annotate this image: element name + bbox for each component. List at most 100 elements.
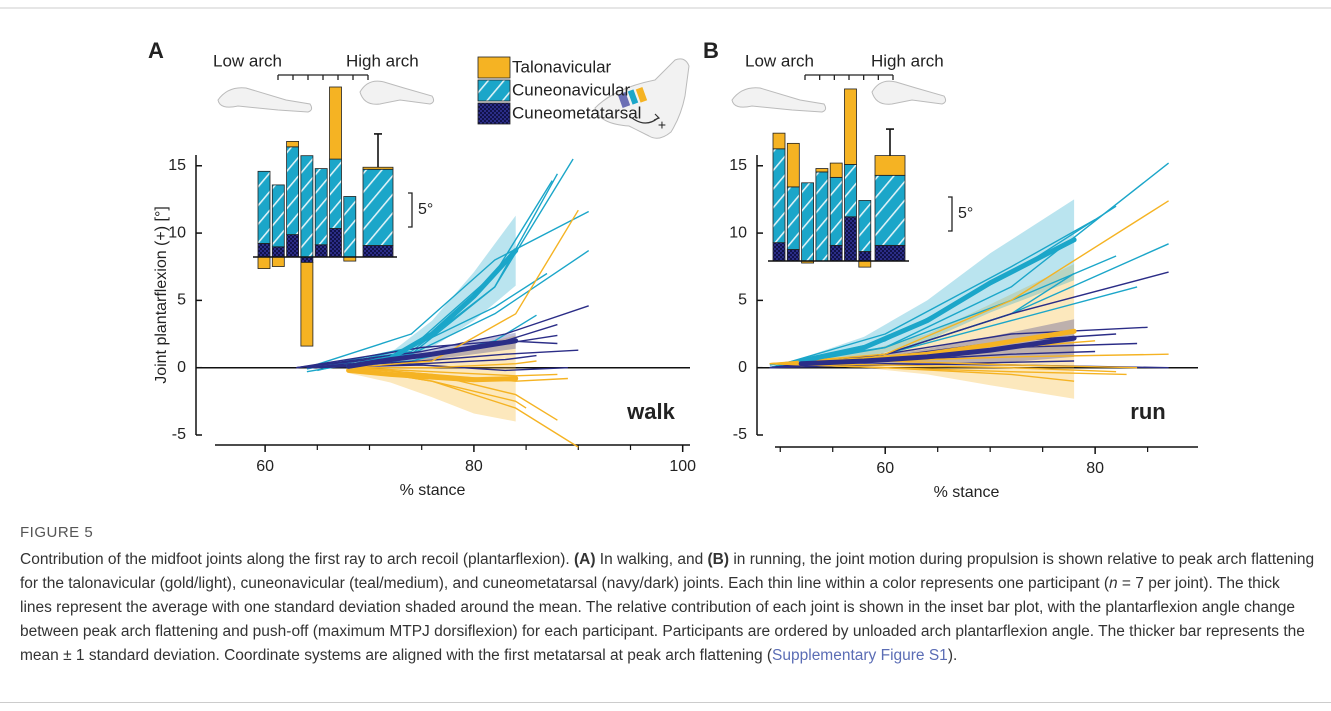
condition-label: run (1130, 399, 1165, 424)
y-tick-label: -5 (733, 426, 747, 443)
panel-letter: A (148, 38, 164, 63)
participant-line (348, 360, 537, 369)
inset-bar (786, 186, 800, 250)
y-axis-label: Joint plantarflexion (+) [°] (153, 206, 170, 384)
caption-text: in running, the joint motion during prop… (20, 551, 1315, 592)
mean-line (798, 335, 1077, 367)
inset-bar (300, 256, 314, 263)
skeleton-highlight (617, 87, 661, 124)
legend-label: Cuneometatarsal (512, 103, 641, 122)
scale-bracket (408, 192, 413, 228)
caption-text: In walking, and (595, 551, 708, 568)
scale-bracket (948, 196, 953, 232)
x-tick-label: 80 (1086, 460, 1104, 477)
inset-bar (362, 166, 394, 170)
foot-icons (217, 58, 947, 139)
inset-bar (271, 184, 285, 248)
figure-label: FIGURE 5 (20, 524, 94, 541)
inset-bar (874, 155, 906, 176)
inset-bar (844, 164, 857, 218)
icon-sign: + (658, 117, 666, 133)
inset-bar (874, 244, 906, 262)
y-tick-label: 10 (729, 224, 747, 241)
inset-bar (829, 176, 843, 246)
inset-bar (300, 155, 314, 258)
bottom-rule (0, 702, 1331, 703)
inset-bar (362, 245, 394, 258)
caption-panel-ref: (B) (707, 551, 730, 568)
caption-link[interactable]: Supplementary Figure S1 (772, 647, 948, 664)
inset-bar (271, 256, 285, 267)
inset-bar (844, 88, 857, 165)
mean-line (798, 237, 1077, 364)
y-tick-label: 15 (168, 157, 186, 174)
participant-line (348, 367, 558, 377)
inset-bar (829, 162, 843, 178)
inset-bar (257, 242, 271, 258)
inset-bar (844, 216, 857, 262)
inset-bar (772, 132, 786, 150)
participant-line (306, 210, 590, 369)
caption-text: ). (947, 647, 958, 664)
inset-bar (343, 196, 357, 258)
high-arch-label: High arch (346, 51, 419, 70)
scale-label: 5° (418, 201, 433, 218)
y-tick-label: 0 (738, 359, 747, 376)
condition-label: walk (626, 399, 675, 424)
inset-bar (815, 168, 829, 173)
y-tick-label: 5 (738, 292, 747, 309)
legend-label: Talonavicular (512, 57, 612, 76)
y-tick-label: 10 (168, 224, 186, 241)
mean-line (346, 367, 519, 383)
legend-swatch (477, 56, 511, 79)
sd-band (801, 319, 1075, 365)
inset-bar (257, 256, 271, 269)
inset-bar (815, 171, 829, 262)
inset-bar (786, 249, 800, 262)
low-arch-label: Low arch (213, 51, 282, 70)
inset-bar (858, 251, 872, 262)
inset-bar (329, 86, 342, 160)
caption-italic: n (1109, 575, 1118, 592)
x-tick-label: 60 (256, 458, 274, 475)
caption-text: = 7 per joint). The thick lines represen… (20, 575, 1305, 664)
inset-bar (329, 158, 342, 229)
participant-line (769, 200, 1169, 365)
legend-swatch (477, 79, 511, 102)
mean-line (346, 338, 519, 369)
inset-bar (286, 146, 300, 235)
high-arch-label: High arch (871, 51, 944, 70)
y-tick-label: -5 (172, 426, 186, 443)
inset-bar (257, 170, 271, 244)
caption-text: Contribution of the midfoot joints along… (20, 551, 574, 568)
y-tick-label: 5 (177, 292, 186, 309)
inset-bar (271, 246, 285, 258)
participant-line (296, 340, 558, 369)
legend-label: Cuneonavicular (512, 80, 630, 99)
inset-bar (300, 262, 314, 347)
inset-bar (772, 148, 786, 244)
inset-bar (874, 174, 906, 246)
y-tick-label: 0 (177, 359, 186, 376)
inset-bar (329, 228, 342, 258)
inset-bar (362, 168, 394, 246)
participant-line (769, 218, 1096, 369)
x-tick-label: 80 (465, 458, 483, 475)
x-tick-label: 100 (669, 458, 696, 475)
participant-line (769, 363, 1075, 382)
y-tick-label: 15 (729, 157, 747, 174)
inset-bar (786, 142, 800, 188)
panel-letter: B (703, 38, 719, 63)
low-arch-label: Low arch (745, 51, 814, 70)
inset-bar (801, 182, 814, 262)
sd-band (801, 199, 1075, 364)
inset-bar (772, 242, 786, 262)
inset-bar (286, 234, 300, 258)
x-axis-label: % stance (400, 482, 466, 499)
inset-bar (858, 200, 872, 252)
inset-bar (829, 244, 843, 262)
x-tick-label: 60 (876, 460, 894, 477)
caption: Contribution of the midfoot joints along… (20, 548, 1315, 668)
